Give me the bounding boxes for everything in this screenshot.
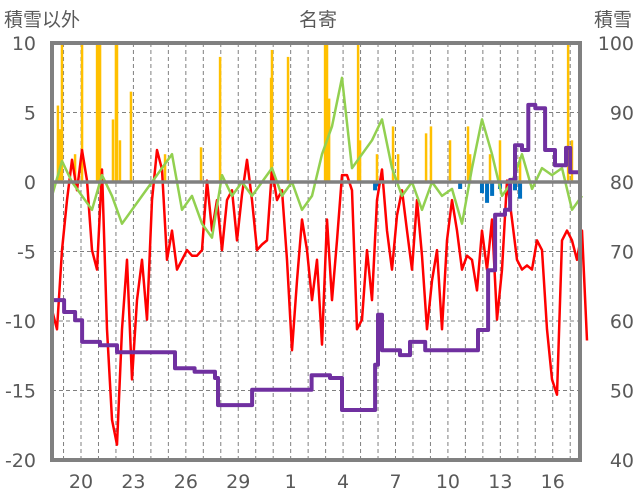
- negative-bar: [513, 182, 518, 191]
- left-tick-label: -5: [17, 242, 36, 264]
- precip-bar: [424, 133, 428, 182]
- precip-bar: [323, 43, 327, 182]
- x-tick-label: 20: [69, 471, 93, 493]
- snow_depth-line: [52, 102, 582, 412]
- left-tick-label: 5: [24, 103, 36, 125]
- precip-bar: [327, 98, 331, 182]
- precip-bar: [98, 43, 102, 182]
- precip-bar: [358, 140, 362, 182]
- precip-bar: [429, 126, 433, 182]
- negative-bar: [479, 182, 484, 194]
- right-tick-label: 70: [610, 242, 634, 264]
- temperature-line: [50, 148, 589, 446]
- precip-bar: [56, 105, 60, 182]
- precip-bar: [325, 43, 329, 182]
- precip-bar: [396, 154, 400, 182]
- x-tick-label: 4: [337, 471, 349, 493]
- precip-bar: [129, 91, 133, 182]
- precip-bar: [80, 43, 84, 182]
- precip-bar: [199, 147, 203, 182]
- negative-bar: [485, 182, 490, 203]
- precip-bar: [286, 56, 290, 182]
- left-tick-label: -15: [5, 381, 36, 403]
- precip-bar: [60, 43, 64, 182]
- negative-bar: [518, 182, 523, 199]
- x-tick-label: 1: [285, 471, 297, 493]
- x-tick-label: 13: [488, 471, 512, 493]
- plot-frame: [50, 41, 582, 462]
- precip-bar: [115, 43, 119, 182]
- x-tick-label: 7: [389, 471, 401, 493]
- left-tick-label: 0: [24, 172, 36, 194]
- precip-bar: [391, 126, 395, 182]
- precip-bar: [111, 119, 115, 182]
- precip-bar: [518, 156, 522, 182]
- precip-bar: [118, 140, 122, 182]
- negative-bar: [373, 182, 378, 191]
- precip-bar: [488, 154, 492, 182]
- right-tick-label: 80: [610, 172, 634, 194]
- precip-bar: [96, 43, 100, 182]
- x-tick-label: 10: [436, 471, 460, 493]
- green-line: [50, 76, 584, 239]
- right-axis-label: 積雪: [594, 9, 632, 31]
- precip-bar: [566, 43, 570, 182]
- right-tick-label: 40: [610, 450, 634, 472]
- precip-bar: [270, 49, 274, 183]
- x-tick-label: 23: [121, 471, 145, 493]
- negative-bar: [458, 182, 463, 189]
- grid: [52, 43, 580, 460]
- precip-bar: [375, 154, 379, 182]
- precip-bar: [466, 126, 470, 182]
- precip-bar: [448, 140, 452, 182]
- negative-bar: [376, 182, 381, 187]
- precip-bar: [218, 56, 222, 182]
- precip-bar: [58, 129, 62, 182]
- precip-bar: [356, 43, 360, 182]
- chart-title: 名寄: [299, 9, 337, 31]
- right-tick-label: 90: [610, 103, 634, 125]
- negative-bar: [490, 182, 495, 196]
- right-tick-label: 100: [598, 33, 634, 55]
- precip-bar: [163, 154, 167, 182]
- left-tick-label: -20: [5, 450, 36, 472]
- right-tick-label: 60: [610, 311, 634, 333]
- precip-bar: [498, 140, 502, 182]
- x-tick-label: 29: [226, 471, 250, 493]
- left-tick-label: -10: [5, 311, 36, 333]
- precip-bar: [73, 154, 77, 182]
- lines: [50, 41, 589, 462]
- left-tick-label: 10: [12, 33, 36, 55]
- precip-bar: [468, 154, 472, 182]
- left-axis-label: 積雪以外: [4, 9, 80, 31]
- x-tick-label: 26: [174, 471, 198, 493]
- right-tick-label: 50: [610, 381, 634, 403]
- x-tick-label: 16: [541, 471, 565, 493]
